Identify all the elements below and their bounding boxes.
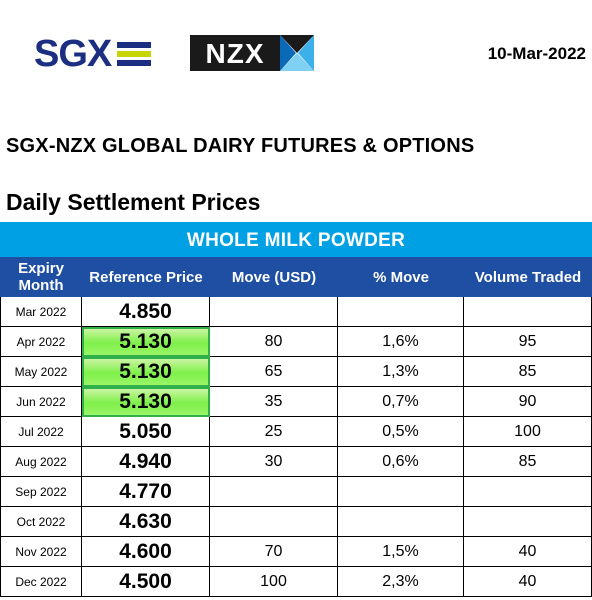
cell-expiry-month: Oct 2022 (0, 507, 82, 537)
cell-move-usd: 30 (210, 447, 338, 477)
header-pct-move: % Move (373, 268, 429, 286)
nzx-logo-text: NZX (190, 35, 280, 71)
table-row: Oct 2022 4.630 (0, 507, 592, 537)
sgx-logo-text: SGX (34, 33, 112, 75)
cell-pct-move: 2,3% (338, 567, 464, 597)
cell-volume-traded: 100 (464, 417, 592, 447)
cell-pct-move: 0,5% (338, 417, 464, 447)
sgx-logo: SGX (34, 33, 152, 75)
settlement-table: WHOLE MILK POWDER Expiry Month Reference… (0, 222, 592, 597)
nzx-logo: NZX (190, 35, 314, 71)
cell-expiry-month: Nov 2022 (0, 537, 82, 567)
product-name: WHOLE MILK POWDER (0, 222, 592, 257)
table-row: Apr 2022 5.130 80 1,6% 95 (0, 327, 592, 357)
cell-move-usd (210, 297, 338, 327)
cell-move-usd (210, 507, 338, 537)
cell-expiry-month: Aug 2022 (0, 447, 82, 477)
table-row: Mar 2022 4.850 (0, 297, 592, 327)
cell-expiry-month: Jul 2022 (0, 417, 82, 447)
table-row: Nov 2022 4.600 70 1,5% 40 (0, 537, 592, 567)
cell-reference-price: 5.130 (82, 357, 210, 387)
cell-pct-move: 0,7% (338, 387, 464, 417)
cell-reference-price: 5.130 (82, 387, 210, 417)
cell-pct-move: 1,5% (338, 537, 464, 567)
cell-reference-price: 4.600 (82, 537, 210, 567)
table-row: Jul 2022 5.050 25 0,5% 100 (0, 417, 592, 447)
table-row: Jun 2022 5.130 35 0,7% 90 (0, 387, 592, 417)
cell-expiry-month: Mar 2022 (0, 297, 82, 327)
cell-pct-move (338, 507, 464, 537)
cell-move-usd: 35 (210, 387, 338, 417)
cell-expiry-month: Jun 2022 (0, 387, 82, 417)
cell-pct-move: 0,6% (338, 447, 464, 477)
cell-pct-move: 1,3% (338, 357, 464, 387)
cell-move-usd: 65 (210, 357, 338, 387)
cell-expiry-month: Sep 2022 (0, 477, 82, 507)
cell-volume-traded: 85 (464, 357, 592, 387)
report-date: 10-Mar-2022 (487, 44, 586, 63)
cell-volume-traded (464, 507, 592, 537)
cell-volume-traded (464, 297, 592, 327)
cell-expiry-month: May 2022 (0, 357, 82, 387)
cell-pct-move (338, 477, 464, 507)
cell-move-usd: 25 (210, 417, 338, 447)
cell-volume-traded: 85 (464, 447, 592, 477)
header-move-usd: Move (USD) (231, 268, 317, 286)
cell-volume-traded: 95 (464, 327, 592, 357)
cell-reference-price: 5.130 (82, 327, 210, 357)
cell-reference-price: 4.500 (82, 567, 210, 597)
cell-reference-price: 4.940 (82, 447, 210, 477)
header-volume-traded: Volume Traded (474, 268, 582, 286)
cell-volume-traded: 40 (464, 567, 592, 597)
cell-move-usd: 70 (210, 537, 338, 567)
cell-expiry-month: Apr 2022 (0, 327, 82, 357)
cell-reference-price: 4.850 (82, 297, 210, 327)
section-title: Daily Settlement Prices (6, 189, 261, 215)
cell-volume-traded (464, 477, 592, 507)
cell-move-usd: 80 (210, 327, 338, 357)
table-body: Mar 2022 4.850 Apr 2022 5.130 80 1,6% 95… (0, 297, 592, 597)
cell-volume-traded: 90 (464, 387, 592, 417)
cell-reference-price: 4.770 (82, 477, 210, 507)
table-header-row: Expiry Month Reference Price Move (USD) … (0, 257, 592, 297)
cell-move-usd: 100 (210, 567, 338, 597)
cell-move-usd (210, 477, 338, 507)
cell-volume-traded: 40 (464, 537, 592, 567)
header-reference-price: Reference Price (89, 268, 203, 286)
report-title: SGX-NZX GLOBAL DAIRY FUTURES & OPTIONS (6, 135, 475, 157)
table-row: Dec 2022 4.500 100 2,3% 40 (0, 567, 592, 597)
sgx-logo-bars-icon (117, 42, 152, 66)
table-row: May 2022 5.130 65 1,3% 85 (0, 357, 592, 387)
cell-pct-move: 1,6% (338, 327, 464, 357)
table-row: Aug 2022 4.940 30 0,6% 85 (0, 447, 592, 477)
cell-reference-price: 4.630 (82, 507, 210, 537)
nzx-logo-mark-icon (280, 35, 314, 71)
table-row: Sep 2022 4.770 (0, 477, 592, 507)
cell-reference-price: 5.050 (82, 417, 210, 447)
cell-expiry-month: Dec 2022 (0, 567, 82, 597)
cell-pct-move (338, 297, 464, 327)
header-expiry-month: Expiry Month (18, 260, 64, 294)
